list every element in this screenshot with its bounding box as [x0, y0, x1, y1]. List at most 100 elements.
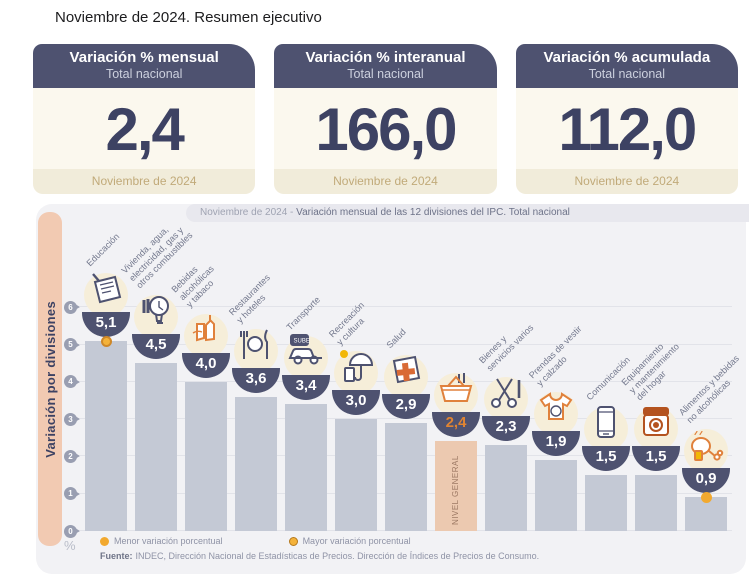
- division-badge: 2,4: [430, 369, 482, 438]
- chart-column: Restaurantes y hoteles 3,6: [227, 272, 282, 531]
- svg-text:SUBE: SUBE: [294, 339, 310, 345]
- chart-column: Equipamiento y mantenimiento del hogar 1…: [619, 307, 682, 531]
- division-badge: 5,1: [80, 269, 132, 337]
- chart-title-period: Noviembre de 2024 -: [200, 207, 297, 218]
- chart-column: Transporte SUBE 3,4: [280, 294, 332, 531]
- card-subtitle: Total nacional: [588, 67, 666, 81]
- division-value: 4,5: [132, 334, 180, 360]
- division-badge: 1,9: [530, 388, 582, 457]
- chart-column: Alimentos y bebidas no alcohólicas 0,9: [677, 307, 741, 531]
- division-label: Alimentos y bebidas no alcohólicas: [676, 353, 742, 426]
- bar: [485, 445, 527, 531]
- bar: [335, 419, 377, 531]
- y-axis-tick: 5: [64, 338, 80, 351]
- y-axis-tick: 3: [64, 412, 80, 426]
- variation-marker: [700, 492, 712, 504]
- y-axis-label: Variación por divisiones: [42, 300, 58, 458]
- source-label: Fuente:: [100, 551, 133, 561]
- legend-item-menor: Menor variación porcentual: [100, 536, 223, 546]
- chart-column: Recreación y cultura 3,0: [327, 300, 382, 531]
- division-value: 1,5: [582, 446, 630, 472]
- chart-column: Bebidas alcohólicas y tabaco 4,0: [169, 263, 232, 531]
- division-value: 1,9: [532, 431, 580, 457]
- division-badge: 1,5: [580, 403, 632, 472]
- basket-icon: [436, 369, 476, 409]
- division-value: 2,4: [432, 412, 480, 438]
- card-subtitle: Total nacional: [105, 67, 183, 81]
- y-axis-label-strip: Variación por divisiones: [38, 212, 62, 546]
- card-yearly-variation: Variación % interanual Total nacional 16…: [274, 44, 497, 194]
- y-axis-tick: 4: [64, 375, 80, 389]
- source-note: Fuente: INDEC, Dirección Nacional de Esta…: [100, 551, 539, 561]
- division-badge: 4,0: [180, 310, 232, 378]
- chart-legend: Menor variación porcentual Mayor variaci…: [100, 536, 411, 546]
- legend-item-mayor: Mayor variación porcentual: [288, 536, 411, 546]
- bar-chart-plot: % 0 1 2 3 4 5 6 Educación 5,1 Vivienda, agua, …: [64, 225, 742, 553]
- division-label: Salud: [384, 327, 408, 351]
- card-header: Variación % mensual Total nacional: [33, 44, 256, 88]
- chart-column: Bienes y servicios varios 2,3: [477, 307, 535, 531]
- division-badge: 2,3: [480, 373, 532, 442]
- card-title: Variación % mensual: [69, 49, 219, 66]
- bar: [585, 475, 627, 531]
- card-value: 112,0: [515, 88, 738, 169]
- division-label: Bienes y servicios varios: [476, 322, 536, 373]
- chart-column: Educación 5,1: [80, 232, 132, 531]
- bar-inner-label: NIVEL GENERAL: [451, 455, 460, 525]
- lightbulb-icon: [136, 291, 176, 331]
- division-value: 2,9: [382, 393, 430, 419]
- legend-label: Mayor variación porcentual: [302, 536, 411, 546]
- card-header: Variación % interanual Total nacional: [274, 44, 497, 88]
- bar: [85, 340, 127, 531]
- unit-label: %: [64, 538, 76, 553]
- card-period: Noviembre de 2024: [33, 169, 256, 194]
- gridline: [80, 343, 732, 345]
- division-badge: 4,5: [130, 291, 182, 360]
- division-label: Restaurantes y hoteles: [226, 271, 272, 325]
- chart-column: 2,4 NIVEL GENERAL: [430, 307, 482, 531]
- card-value: 2,4: [33, 88, 256, 169]
- bar: [685, 497, 727, 531]
- division-value: 4,0: [182, 352, 230, 378]
- division-label: Educación: [84, 231, 122, 269]
- page-title: Noviembre de 2024. Resumen ejecutivo: [55, 9, 322, 26]
- division-badge: 3,0: [330, 347, 382, 416]
- y-axis-tick: 0: [64, 524, 80, 538]
- bar: [535, 460, 577, 531]
- card-header: Variación % acumulada Total nacional: [515, 44, 738, 88]
- division-value: 3,4: [282, 375, 330, 401]
- car-sube-icon: SUBE: [286, 332, 326, 372]
- card-period: Noviembre de 2024: [274, 169, 497, 194]
- y-axis-tick: 6: [64, 300, 80, 314]
- card-period: Noviembre de 2024: [515, 169, 738, 194]
- summary-cards: Variación % mensual Total nacional 2,4 N…: [33, 44, 738, 194]
- division-badge: 3,6: [230, 325, 282, 393]
- division-value: 3,6: [232, 367, 280, 393]
- bar: [385, 422, 427, 531]
- mayor-dot-icon: [288, 536, 298, 546]
- source-text: INDEC, Dirección Nacional de Estadística…: [135, 551, 540, 561]
- menor-dot-icon: [100, 536, 109, 546]
- bar: [635, 475, 677, 531]
- division-value: 1,5: [632, 446, 680, 472]
- division-value: 3,0: [332, 390, 380, 416]
- food-icon: [686, 425, 726, 465]
- bar: [135, 363, 177, 531]
- division-label: Recreación y cultura: [326, 299, 367, 347]
- division-label: Equipamiento y mantenimiento del hogar: [619, 341, 681, 403]
- chart-column: Vivienda, agua, electricidad, gas y otro…: [119, 225, 195, 531]
- card-title: Variación % interanual: [305, 49, 466, 66]
- phone-icon: [586, 403, 626, 443]
- scissors-icon: [486, 373, 526, 413]
- bar: [185, 381, 227, 531]
- medical-cross-icon: [386, 351, 426, 391]
- variation-marker: [100, 335, 112, 347]
- division-badge: 1,5: [630, 403, 682, 472]
- cutlery-icon: [236, 325, 276, 365]
- division-badge: 0,9: [680, 425, 732, 494]
- tshirt-icon: [536, 388, 576, 428]
- chart-title: Noviembre de 2024 - Variación mensual de…: [186, 204, 749, 222]
- icon-halo: [484, 377, 528, 422]
- division-value: 2,3: [482, 416, 530, 442]
- division-value: 0,9: [682, 468, 730, 494]
